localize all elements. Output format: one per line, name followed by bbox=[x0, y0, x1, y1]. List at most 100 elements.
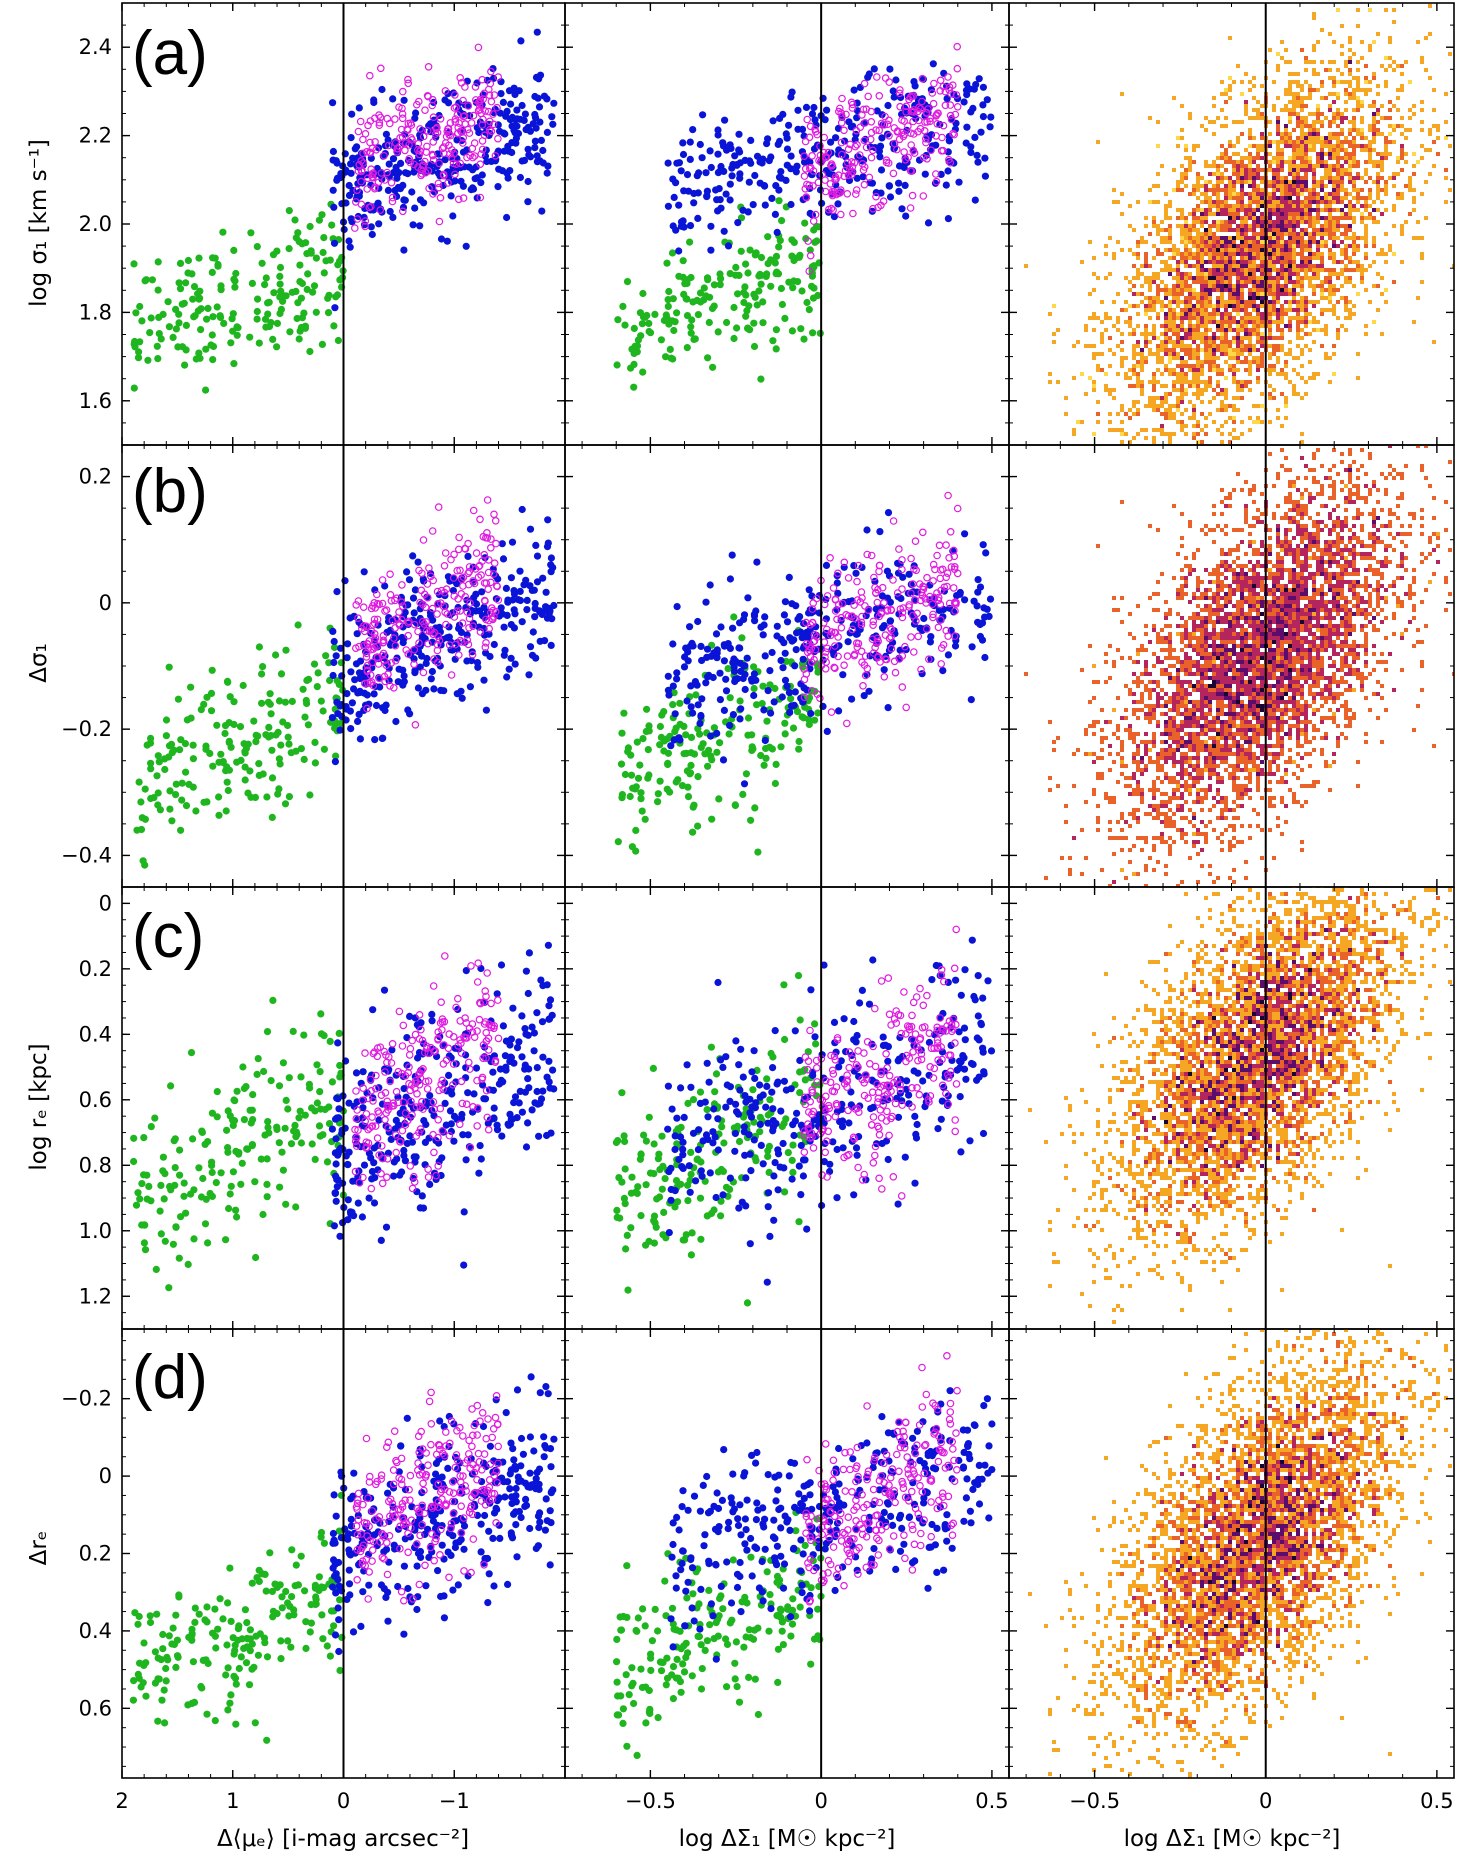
green-population-point bbox=[723, 318, 731, 327]
heatmap-cell bbox=[1392, 208, 1396, 212]
heatmap-cell bbox=[1328, 192, 1332, 196]
heatmap-cell bbox=[1280, 348, 1284, 352]
heatmap-cell bbox=[1224, 360, 1228, 364]
heatmap-cell bbox=[1336, 124, 1340, 128]
heatmap-cell bbox=[1212, 308, 1216, 312]
heatmap-cell bbox=[1236, 152, 1240, 156]
panel-frame bbox=[564, 2, 1010, 446]
heatmap-cell bbox=[1328, 228, 1332, 232]
heatmap-cell bbox=[1364, 332, 1368, 336]
heatmap-cell bbox=[1232, 212, 1236, 216]
heatmap-cell bbox=[1208, 120, 1212, 124]
blue-population-point bbox=[783, 145, 792, 153]
heatmap-cell bbox=[1224, 324, 1228, 328]
heatmap-cell bbox=[1276, 316, 1280, 320]
heatmap-cell bbox=[1268, 180, 1272, 184]
heatmap-cell bbox=[1352, 76, 1356, 80]
heatmap-cell bbox=[1280, 312, 1284, 316]
blue-population-point bbox=[334, 174, 342, 182]
heatmap-cell bbox=[1160, 252, 1164, 256]
heatmap-cell bbox=[1164, 344, 1168, 348]
heatmap-cell bbox=[1172, 352, 1176, 356]
magenta-population-point bbox=[463, 153, 471, 162]
blue-population-point bbox=[539, 146, 547, 155]
heatmap-cell bbox=[1196, 296, 1200, 300]
heatmap-cell bbox=[1316, 116, 1320, 120]
heatmap-cell bbox=[1308, 312, 1312, 316]
green-population-point bbox=[683, 295, 691, 303]
heatmap-cell bbox=[1424, 36, 1428, 40]
heatmap-cell bbox=[1272, 284, 1276, 288]
blue-population-point bbox=[496, 109, 504, 117]
heatmap-cell bbox=[1244, 360, 1248, 364]
heatmap-cell bbox=[1376, 192, 1380, 196]
heatmap-cell bbox=[1352, 204, 1356, 208]
heatmap-cell bbox=[1308, 192, 1312, 196]
green-population-point bbox=[664, 302, 672, 310]
heatmap-cell bbox=[1348, 212, 1352, 216]
heatmap-cell bbox=[1220, 252, 1224, 256]
heatmap-cell bbox=[1392, 128, 1396, 132]
heatmap-cell bbox=[1308, 128, 1312, 132]
magenta-population-point bbox=[818, 155, 827, 163]
heatmap-cell bbox=[1420, 156, 1424, 160]
heatmap-cell bbox=[1180, 308, 1184, 312]
heatmap-cell bbox=[1180, 384, 1184, 388]
heatmap-cell bbox=[1160, 300, 1164, 304]
heatmap-cell bbox=[1276, 232, 1280, 236]
heatmap-cell bbox=[1276, 164, 1280, 168]
heatmap-cell bbox=[1348, 308, 1352, 312]
heatmap-cell bbox=[1200, 284, 1204, 288]
blue-population-point bbox=[495, 165, 503, 173]
heatmap-cell bbox=[1256, 284, 1260, 288]
heatmap-cell bbox=[1200, 388, 1204, 392]
heatmap-cell bbox=[1312, 252, 1316, 256]
heatmap-cell bbox=[1268, 216, 1272, 220]
green-population-point bbox=[639, 368, 647, 376]
heatmap-cell bbox=[1316, 240, 1320, 244]
heatmap-cell bbox=[1272, 240, 1276, 244]
heatmap-cell bbox=[1300, 216, 1304, 220]
green-population-point bbox=[300, 755, 308, 764]
heatmap-cell bbox=[1340, 148, 1344, 152]
heatmap-cell bbox=[1224, 288, 1228, 292]
heatmap-cell bbox=[1304, 324, 1308, 328]
heatmap-cell bbox=[1300, 116, 1304, 120]
green-population-point bbox=[778, 217, 786, 225]
heatmap-cell bbox=[1196, 372, 1200, 376]
heatmap-cell bbox=[1312, 316, 1316, 320]
heatmap-cell bbox=[1388, 248, 1392, 252]
heatmap-cell bbox=[1272, 300, 1276, 304]
heatmap-cell bbox=[1272, 80, 1276, 84]
heatmap-cell bbox=[1324, 144, 1328, 148]
heatmap-cell bbox=[1320, 184, 1324, 188]
green-population-point bbox=[734, 290, 742, 298]
green-population-point bbox=[225, 766, 233, 774]
heatmap-cell bbox=[1248, 328, 1252, 332]
heatmap-cell bbox=[1176, 184, 1180, 188]
heatmap-cell bbox=[1144, 260, 1148, 264]
heatmap-cell bbox=[1120, 212, 1124, 216]
heatmap-cell bbox=[1260, 176, 1264, 180]
blue-population-point bbox=[531, 137, 540, 145]
magenta-population-point bbox=[932, 177, 941, 186]
heatmap-cell bbox=[1328, 164, 1332, 168]
magenta-population-point bbox=[444, 179, 452, 187]
heatmap-cell bbox=[1380, 176, 1384, 180]
heatmap-cell bbox=[1156, 300, 1160, 304]
heatmap-cell bbox=[1220, 204, 1224, 208]
heatmap-cell bbox=[1276, 276, 1280, 280]
magenta-population-point bbox=[356, 117, 365, 126]
heatmap-cell bbox=[1344, 316, 1348, 320]
heatmap-cell bbox=[1228, 88, 1232, 92]
green-population-point bbox=[241, 776, 249, 784]
heatmap-cell bbox=[1256, 244, 1260, 248]
heatmap-cell bbox=[1204, 196, 1208, 200]
heatmap-cell bbox=[1320, 196, 1324, 200]
blue-population-point bbox=[713, 196, 721, 204]
heatmap-cell bbox=[1320, 252, 1324, 256]
heatmap-cell bbox=[1268, 168, 1272, 172]
heatmap-cell bbox=[1268, 232, 1272, 236]
heatmap-cell bbox=[1320, 156, 1324, 160]
heatmap-cell bbox=[1192, 340, 1196, 344]
